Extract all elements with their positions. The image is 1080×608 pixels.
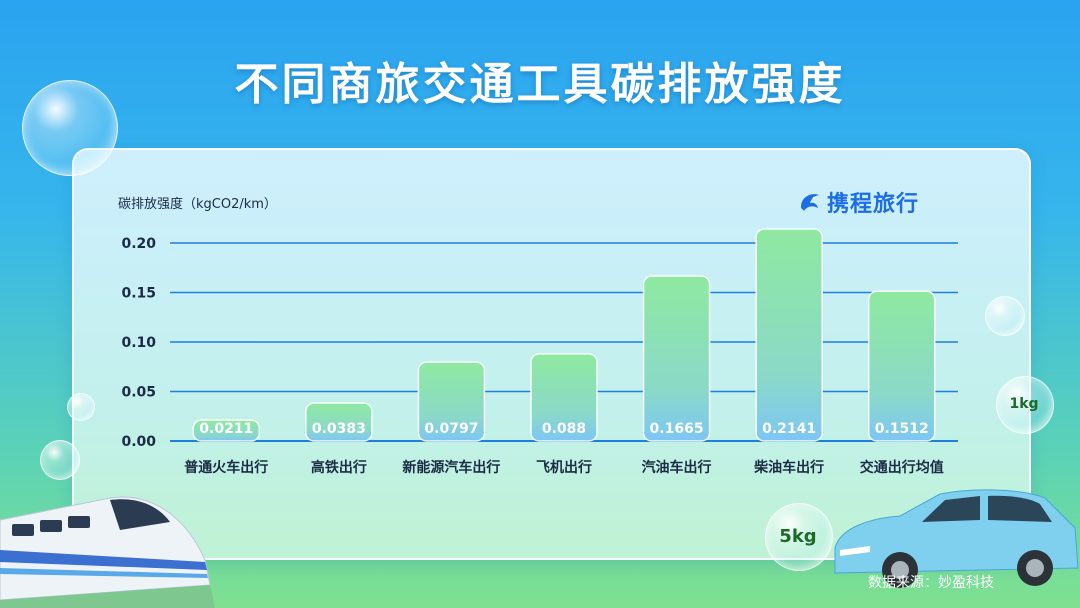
data-source: 数据来源：妙盈科技 (868, 575, 994, 591)
bar (755, 228, 823, 442)
y-tick-label: 0.05 (121, 385, 156, 401)
brand-logo: 携程旅行 (797, 186, 919, 218)
x-category-label: 柴油车出行 (753, 459, 824, 476)
brand-name: 携程旅行 (827, 192, 920, 217)
bubble-1kg (996, 376, 1054, 434)
y-tick-label: 0.10 (121, 335, 156, 351)
bar-value-label: 0.0797 (424, 421, 478, 437)
bubble-decoration (67, 393, 95, 421)
bar-value-label: 0.0383 (312, 421, 366, 437)
bubble-5kg (765, 503, 833, 571)
bar (192, 419, 261, 442)
x-category-label: 交通出行均值 (860, 459, 944, 476)
train-illustration (0, 496, 215, 608)
bubble-decoration (22, 80, 118, 176)
x-category-label: 新能源汽车出行 (402, 459, 500, 476)
bar (642, 275, 711, 442)
car-illustration (834, 489, 1079, 588)
bar (305, 402, 373, 442)
bar (530, 353, 598, 442)
bar (867, 290, 936, 442)
bar (417, 361, 486, 442)
bubble-5kg-label: 5kg (779, 525, 817, 547)
bar-value-label: 0.2141 (762, 421, 816, 437)
x-category-label: 普通火车出行 (184, 459, 268, 476)
bar-value-label: 0.088 (542, 421, 586, 437)
bar-value-label: 0.0211 (199, 421, 253, 437)
bubble-decoration (985, 296, 1025, 336)
x-category-label: 飞机出行 (536, 459, 592, 476)
bar-value-label: 0.1665 (650, 421, 704, 437)
dolphin-logo-icon (801, 194, 819, 211)
y-tick-label: 0.20 (121, 236, 156, 252)
bar-value-label: 0.1512 (875, 421, 929, 437)
y-tick-label: 0.15 (121, 286, 156, 302)
y-tick-label: 0.00 (121, 434, 156, 450)
bubble-decoration (40, 440, 80, 480)
bubble-1kg-label: 1kg (1009, 396, 1039, 412)
page-title: 不同商旅交通工具碳排放强度 (234, 59, 846, 110)
x-category-label: 高铁出行 (311, 459, 367, 476)
x-category-label: 汽油车出行 (642, 459, 712, 476)
y-axis-label: 碳排放强度（kgCO2/km） (118, 197, 277, 212)
